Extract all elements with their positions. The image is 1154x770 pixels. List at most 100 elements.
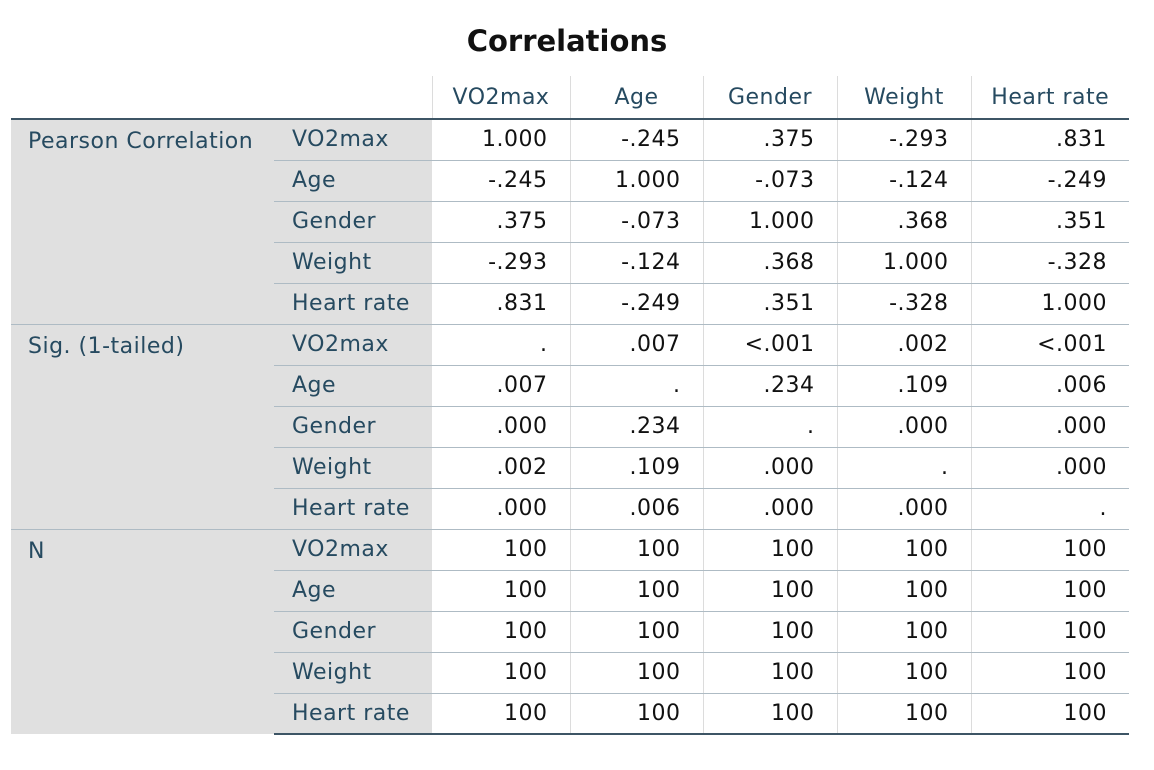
- column-header: Weight: [836, 76, 971, 120]
- table-cell: .006: [569, 488, 703, 530]
- table-row: Weight -.293 -.124 .368 1.000 -.328: [11, 242, 1129, 284]
- table-cell: .000: [702, 447, 837, 489]
- column-header: Gender: [702, 76, 837, 120]
- column-header: Age: [569, 76, 703, 120]
- row-label: Gender: [274, 201, 432, 243]
- column-header: VO2max: [431, 76, 570, 120]
- table-cell: 1.000: [702, 201, 837, 243]
- table-cell: .: [970, 488, 1129, 530]
- table-row: Heart rate 100 100 100 100 100: [11, 693, 1129, 735]
- table-cell: 100: [569, 570, 703, 612]
- table-cell: 100: [970, 570, 1129, 612]
- table-row: Weight 100 100 100 100 100: [11, 652, 1129, 694]
- table-cell: 100: [702, 693, 837, 735]
- table-cell: -.073: [569, 201, 703, 243]
- table-cell: 100: [702, 570, 837, 612]
- table-cell: .007: [569, 323, 703, 366]
- table-cell: 100: [970, 611, 1129, 653]
- table-cell: 100: [569, 611, 703, 653]
- row-label: Heart rate: [274, 488, 432, 530]
- table-cell: <.001: [702, 323, 837, 366]
- table-cell: -.249: [970, 160, 1129, 202]
- table-row: Heart rate .000 .006 .000 .000 .: [11, 488, 1129, 530]
- group-label: Pearson Correlation: [11, 118, 274, 324]
- table-cell: -.073: [702, 160, 837, 202]
- table-cell: 1.000: [432, 118, 570, 161]
- table-cell: .368: [702, 242, 837, 284]
- table-row: Gender .000 .234 . .000 .000: [11, 406, 1129, 448]
- table-cell: .109: [569, 447, 703, 489]
- table-row: N VO2max 100 100 100 100 100: [11, 528, 1129, 734]
- row-label: Age: [274, 365, 432, 407]
- table-cell: -.124: [569, 242, 703, 284]
- table-cell: 100: [702, 652, 837, 694]
- row-label: VO2max: [274, 323, 432, 366]
- row-label: Weight: [274, 447, 432, 489]
- table-cell: -.328: [836, 283, 971, 325]
- table-cell: .: [569, 365, 703, 407]
- table-cell: .002: [836, 323, 971, 366]
- table-row: Age .007 . .234 .109 .006: [11, 365, 1129, 407]
- table-cell: .234: [702, 365, 837, 407]
- table-row: Sig. (1-tailed) VO2max . .007 <.001 .002…: [11, 323, 1129, 529]
- table-cell: .000: [836, 488, 971, 530]
- table-cell: .000: [432, 488, 570, 530]
- table-row: Age 100 100 100 100 100: [11, 570, 1129, 612]
- table-cell: 100: [432, 528, 570, 571]
- row-label: Gender: [274, 406, 432, 448]
- table-cell: .007: [432, 365, 570, 407]
- table-cell: .234: [569, 406, 703, 448]
- table-cell: 100: [432, 570, 570, 612]
- table-cell: 100: [836, 652, 971, 694]
- correlations-table: VO2max Age Gender Weight Heart rate Pear…: [11, 76, 1129, 735]
- table-cell: 100: [970, 528, 1129, 571]
- table-cell: -.124: [836, 160, 971, 202]
- table-cell: .000: [702, 488, 837, 530]
- table-cell: .831: [970, 118, 1129, 161]
- table-cell: -.293: [432, 242, 570, 284]
- row-label: VO2max: [274, 528, 432, 571]
- table-cell: .831: [432, 283, 570, 325]
- table-cell: 100: [836, 528, 971, 571]
- group-label: N: [11, 528, 274, 734]
- row-label: Heart rate: [274, 693, 432, 735]
- row-label: Weight: [274, 652, 432, 694]
- row-label: Gender: [274, 611, 432, 653]
- table-cell: 100: [569, 693, 703, 735]
- table-cell: 100: [702, 611, 837, 653]
- table-cell: .002: [432, 447, 570, 489]
- table-cell: .000: [432, 406, 570, 448]
- table-cell: -.249: [569, 283, 703, 325]
- table-cell: .: [836, 447, 971, 489]
- table-cell: 100: [970, 693, 1129, 735]
- table-cell: .368: [836, 201, 971, 243]
- table-cell: .375: [702, 118, 837, 161]
- table-title: Correlations: [466, 24, 668, 58]
- header-row: VO2max Age Gender Weight Heart rate: [11, 76, 1129, 120]
- table-cell: .: [432, 323, 570, 366]
- table-row: Weight .002 .109 .000 . .000: [11, 447, 1129, 489]
- table-cell: 100: [836, 611, 971, 653]
- table-cell: 100: [569, 528, 703, 571]
- table-cell: 100: [569, 652, 703, 694]
- table-row: Age -.245 1.000 -.073 -.124 -.249: [11, 160, 1129, 202]
- table-cell: 1.000: [970, 283, 1129, 325]
- table-cell: .375: [432, 201, 570, 243]
- table-cell: .: [702, 406, 837, 448]
- table-row: Heart rate .831 -.249 .351 -.328 1.000: [11, 283, 1129, 325]
- table-row: Gender .375 -.073 1.000 .368 .351: [11, 201, 1129, 243]
- table-cell: 1.000: [836, 242, 971, 284]
- table-cell: .000: [970, 447, 1129, 489]
- table-cell: 100: [432, 652, 570, 694]
- table-cell: 100: [970, 652, 1129, 694]
- table-cell: -.328: [970, 242, 1129, 284]
- table-cell: .351: [970, 201, 1129, 243]
- table-cell: 100: [432, 611, 570, 653]
- table-cell: .000: [836, 406, 971, 448]
- row-label: Age: [274, 570, 432, 612]
- table-cell: .351: [702, 283, 837, 325]
- row-label: VO2max: [274, 118, 432, 161]
- table-cell: <.001: [970, 323, 1129, 366]
- table-cell: 1.000: [569, 160, 703, 202]
- table-cell: .000: [970, 406, 1129, 448]
